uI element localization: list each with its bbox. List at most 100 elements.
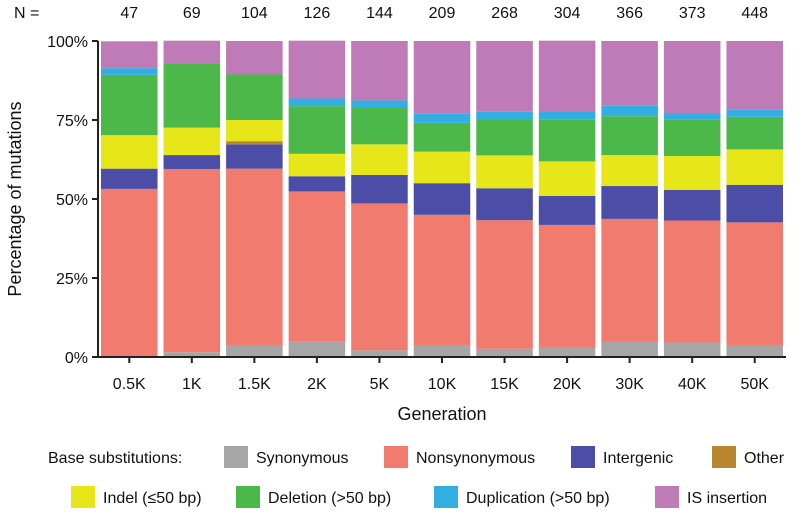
bar-segment-deletion-50-bp-1k [163,63,221,128]
x-axis-label: Generation [397,404,486,424]
bar-segment-indel-50-bp-5k [351,144,408,175]
bar-segment-intergenic-2k [288,176,346,192]
bar-segment-nonsynonymous-50k [726,222,783,345]
bar-segment-is-insertion-30k [601,41,658,106]
bar-segment-synonymous-40k [663,342,721,357]
legend: Base substitutions: Synonymous Nonsynonym… [48,446,785,508]
bar-segment-indel-50-bp-50k [726,149,783,185]
bar-segment-synonymous-2k [288,341,346,357]
n-value: 69 [183,5,201,22]
bar-segment-duplication-50-bp-5k [351,100,408,108]
bar-segment-indel-50-bp-10k [413,151,471,184]
bar-segment-indel-50-bp-1k [163,127,221,156]
bar-segment-intergenic-1-5k [226,144,283,169]
legend-swatch-synonymous [224,446,248,468]
n-value: 126 [304,5,331,22]
bar-segment-is-insertion-10k [413,41,471,114]
bar-segment-duplication-50-bp-50k [726,109,783,117]
bar-segment-intergenic-5k [351,174,408,204]
n-value: 104 [241,5,268,22]
bar-segment-deletion-50-bp-40k [663,119,721,157]
y-axis-label: Percentage of mutations [5,101,25,296]
bar-segment-intergenic-40k [663,189,721,221]
bar-segment-deletion-50-bp-30k [601,116,658,156]
bar-segment-is-insertion-50k [726,41,783,110]
x-tick-label: 50K [740,376,769,393]
bar-segment-deletion-50-bp-10k [413,122,471,152]
bar-segment-deletion-50-bp-5k [351,107,408,145]
bar-segment-synonymous-5k [351,350,408,357]
bar-segment-indel-50-bp-30k [601,155,658,187]
bar-segment-nonsynonymous-30k [601,218,658,342]
x-tick-label: 20K [553,376,582,393]
y-tick-label: 25% [56,271,88,288]
bar-segment-synonymous-10k [413,344,471,357]
bar-segment-indel-50-bp-1-5k [226,120,283,142]
legend-swatch-indel-50-bp [71,486,95,508]
n-label: N = [14,5,39,22]
bar-segment-duplication-50-bp-2k [288,98,346,107]
bar-segment-duplication-50-bp-30k [601,105,658,117]
bar-segment-synonymous-30k [601,341,658,357]
legend-label-is-insertion: IS insertion [687,490,767,507]
bar-segment-duplication-50-bp-20k [538,111,596,120]
bar-segment-deletion-50-bp-2k [288,106,346,154]
bar-segment-intergenic-10k [413,183,471,215]
legend-swatch-intergenic [571,446,595,468]
bar-segment-intergenic-30k [601,186,658,219]
bar-segment-synonymous-15k [476,348,533,357]
x-ticks: 0.5K 1K 1.5K 2K 5K 10K 15K 20K 30K 40K 50K [113,357,769,393]
bar-segment-is-insertion-0-5k [101,41,158,69]
y-tick-label: 100% [47,34,88,51]
bar-segment-nonsynonymous-1-5k [226,168,283,345]
legend-label-synonymous: Synonymous [256,450,349,467]
legend-group-label: Base substitutions: [48,450,182,467]
legend-label-duplication-50-bp: Duplication (>50 bp) [466,490,610,507]
n-value: 209 [429,5,456,22]
x-tick-label: 10K [428,376,457,393]
bar-segment-synonymous-20k [538,347,596,357]
bar-segment-deletion-50-bp-20k [538,119,596,162]
bar-segment-indel-50-bp-20k [538,161,596,196]
n-value: 366 [616,5,643,22]
bar-segment-deletion-50-bp-1-5k [226,74,283,120]
x-tick-label: 0.5K [113,376,146,393]
y-tick-label: 50% [56,192,88,209]
y-ticks: 0% 25% 50% 75% 100% [47,34,98,367]
y-tick-label: 0% [65,350,88,367]
bar-segment-nonsynonymous-40k [663,220,721,343]
legend-swatch-other [712,446,736,468]
legend-label-other: Other [744,450,785,467]
bar-segment-deletion-50-bp-15k [476,120,533,156]
x-tick-label: 2K [307,376,327,393]
legend-label-nonsynonymous: Nonsynonymous [416,450,535,467]
bar-segment-is-insertion-40k [663,41,721,114]
bar-segment-indel-50-bp-15k [476,155,533,189]
bar-segment-nonsynonymous-0-5k [101,188,158,357]
legend-swatch-deletion-50-bp [236,486,260,508]
n-value: 304 [554,5,581,22]
bar-segment-intergenic-1k [163,155,221,169]
n-value: 373 [679,5,706,22]
bar-segment-duplication-50-bp-40k [663,113,721,120]
x-tick-label: 1.5K [238,376,271,393]
y-tick-label: 75% [56,113,88,130]
bar-segment-other-1-5k [226,141,283,145]
bar-segment-nonsynonymous-5k [351,203,408,351]
bar-segment-intergenic-50k [726,184,783,223]
bar-segment-indel-50-bp-40k [663,156,721,190]
bar-segment-nonsynonymous-2k [288,191,346,342]
bar-segment-intergenic-0-5k [101,168,158,189]
legend-label-deletion-50-bp: Deletion (>50 bp) [268,490,391,507]
legend-swatch-nonsynonymous [384,446,408,468]
bar-segment-is-insertion-1k [163,40,221,64]
n-value: 448 [741,5,768,22]
bar-segment-nonsynonymous-1k [163,168,221,353]
x-tick-label: 15K [490,376,519,393]
bar-segment-synonymous-50k [726,344,783,357]
bar-segment-is-insertion-2k [288,40,346,99]
bar-segment-indel-50-bp-0-5k [101,135,158,169]
legend-swatch-is-insertion [655,486,679,508]
bar-segment-nonsynonymous-20k [538,224,596,348]
